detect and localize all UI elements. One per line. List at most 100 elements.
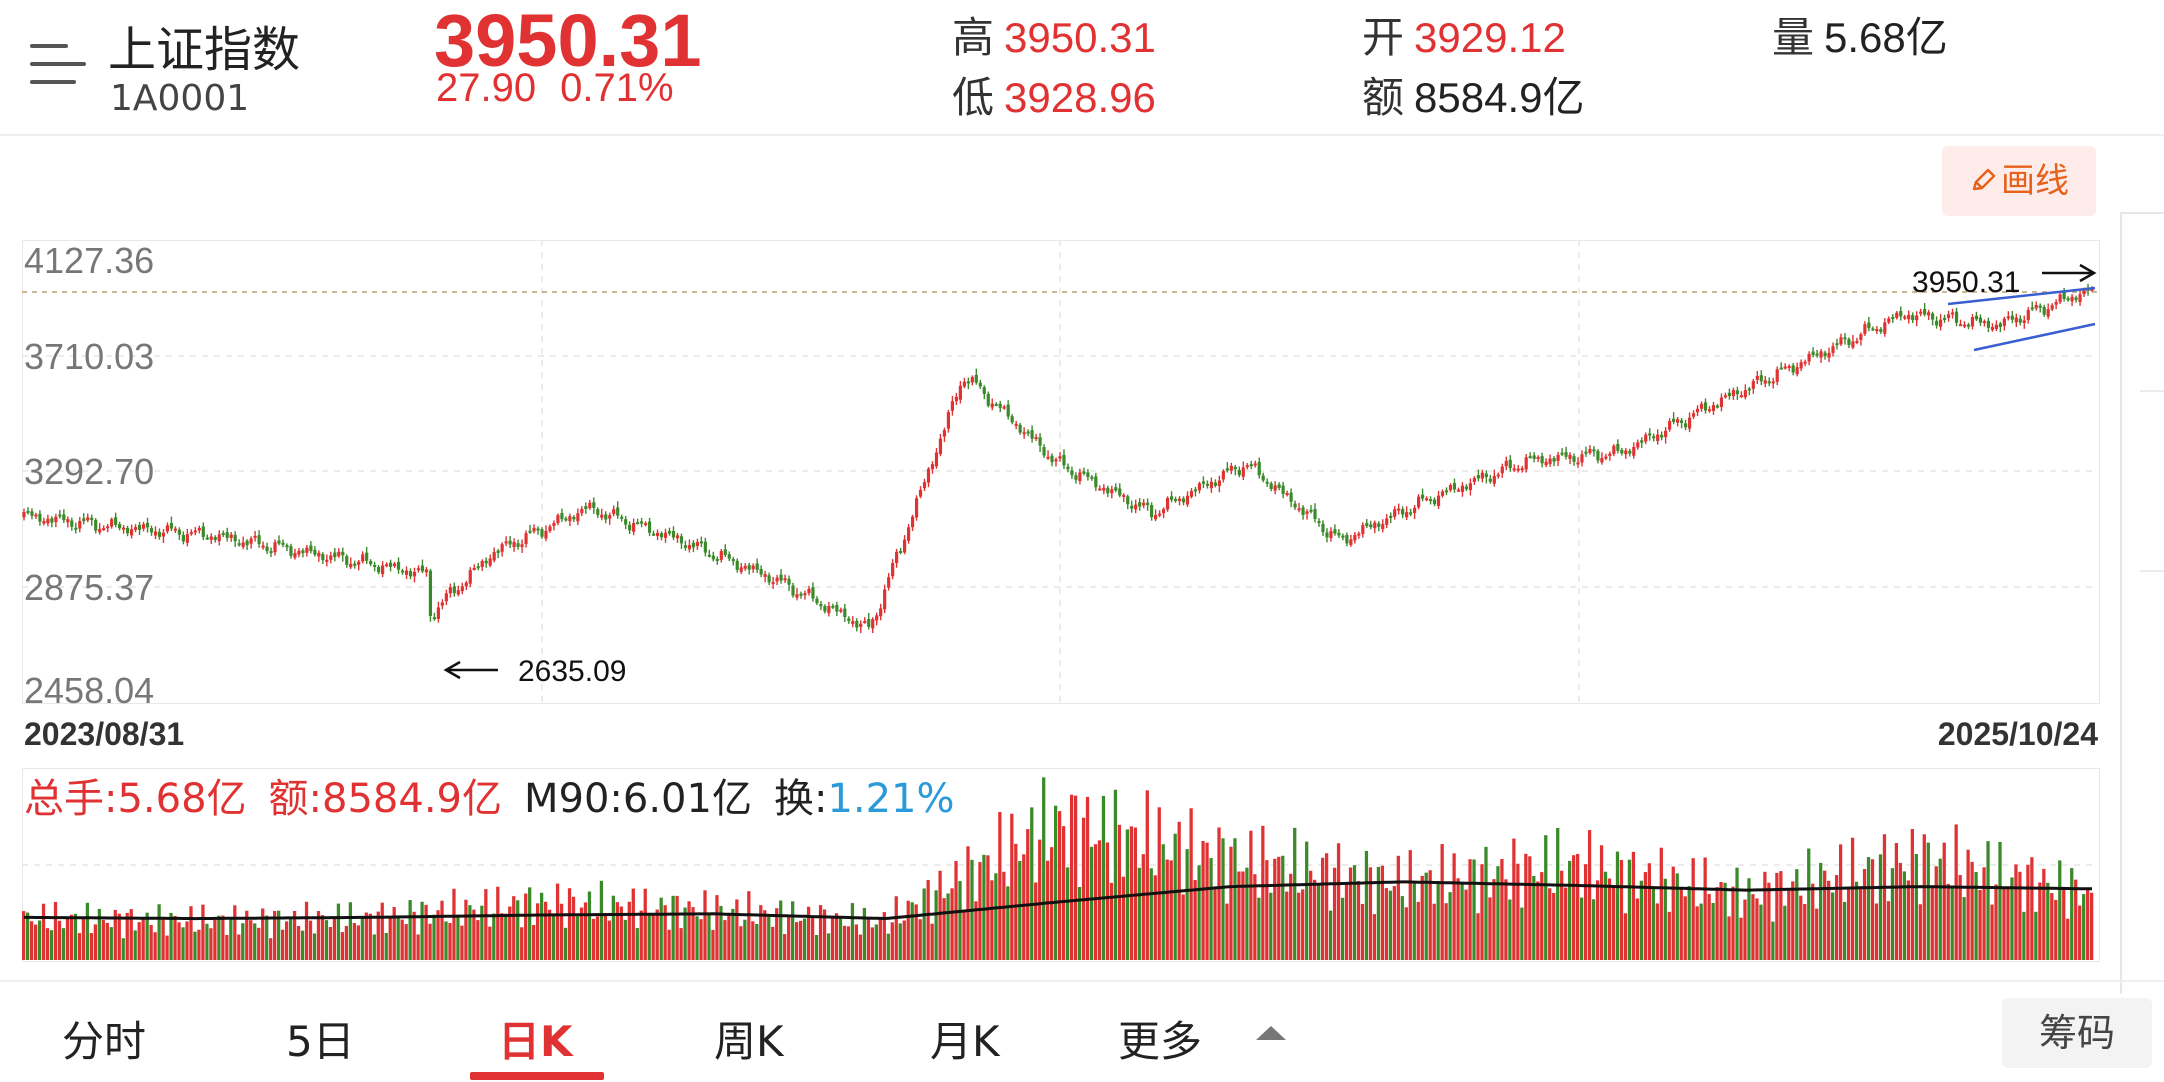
volume-bar [802,918,807,960]
volume-bar [1364,850,1369,960]
tab-daily-k[interactable]: 日K [498,1017,573,1066]
candle-body [1476,475,1480,479]
volume-bar [1408,850,1412,960]
side-panel[interactable] [2120,212,2164,994]
candle-body [1855,340,1859,343]
volume-bar [779,900,783,960]
volume-bar [380,902,384,960]
volume-bar [735,899,739,960]
volume-bar [747,891,751,960]
volume-bar [364,912,368,960]
volume-chart[interactable] [0,0,2164,980]
candle-body [1432,499,1437,505]
caret-up-icon[interactable] [1256,1026,1286,1040]
tab-more[interactable]: 更多 [1118,1017,1203,1066]
candle-body [213,537,217,540]
volume-bar [1348,867,1353,960]
volume-bar [555,883,560,960]
volume-bar [368,913,372,960]
candle-body [265,546,269,552]
volume-bar [149,924,153,960]
candle-body [1576,462,1580,465]
candle-body [620,516,624,519]
volume-bar [1663,878,1667,960]
candle-body [78,520,82,529]
candle-body [1687,417,1692,429]
candle-body [388,562,393,567]
volume-bar [619,906,623,960]
volume-bar [1105,842,1110,960]
candle-body [1596,450,1600,461]
tab-5day[interactable]: 5日 [286,1017,355,1066]
volume-bar [667,929,671,960]
candle-body [779,574,783,581]
candle-body [1281,485,1285,494]
candle-body [1707,409,1712,412]
chip-distribution-button[interactable]: 筹码 [2002,998,2152,1068]
volume-bar [623,919,627,960]
volume-bar [1117,824,1122,960]
candle-body [2050,305,2054,310]
volume-bar [1842,901,1847,960]
current-price: 3950.31 [434,0,702,82]
volume-bar [1631,851,1636,960]
volume-bar [1854,881,1859,960]
tab-intraday[interactable]: 分时 [62,1017,147,1066]
candle-body [1158,513,1162,516]
volume-bar [189,906,193,960]
candle-body [1660,434,1664,438]
candle-body [1357,533,1361,536]
candle-body [1189,490,1194,497]
candle-body [484,560,488,564]
volume-bar [703,890,707,960]
candle-body [1636,442,1640,448]
candle-body [1006,404,1010,417]
volume-bar [1360,903,1365,960]
volume-bar [1189,808,1193,960]
volume-bar [1129,826,1133,960]
volume-bar [922,888,926,960]
candle-body [305,547,309,553]
volume-bar [1799,895,1803,960]
volume-bar [73,913,78,960]
volume-bar [795,922,799,960]
kline-chart-frame[interactable] [22,240,2100,704]
candle-body [859,623,863,627]
menu-icon[interactable] [30,36,86,92]
volume-bar [352,923,356,960]
tab-weekly-k[interactable]: 周K [714,1017,784,1066]
candle-body [1078,472,1082,482]
candle-body [1277,484,1281,489]
volume-bar [926,880,930,960]
candle-body [1042,447,1046,456]
volume-bar [1336,843,1341,960]
volume-bar [1492,879,1496,960]
volume-bar [595,916,600,960]
candle-body [1217,480,1221,486]
volume-bar [241,923,245,960]
volume-bar [1595,880,1600,960]
volume-bar [1882,834,1887,960]
volume-bar [1910,829,1914,960]
volume-bar [1779,871,1783,960]
candle-body [1998,323,2002,328]
candle-body [420,565,425,572]
side-panel-divider [2140,570,2164,572]
candle-body [1361,525,1365,534]
candle-body [1102,487,1106,491]
kline-chart[interactable]: 3950.31 2635.09 [0,0,2164,720]
candle-body [34,514,38,517]
candle-body [667,530,672,534]
tab-monthly-k[interactable]: 月K [930,1017,1000,1066]
candle-body [1094,476,1098,488]
candle-body [1628,450,1632,454]
candle-body [137,524,142,530]
volume-bar [1384,888,1389,960]
draw-line-button[interactable]: 画线 [1942,146,2096,216]
volume-bar [1576,853,1580,960]
candle-body [229,534,233,538]
candle-body [564,518,568,521]
candle-body [1783,366,1787,369]
candle-body [400,570,405,573]
volume-bar [990,880,994,960]
